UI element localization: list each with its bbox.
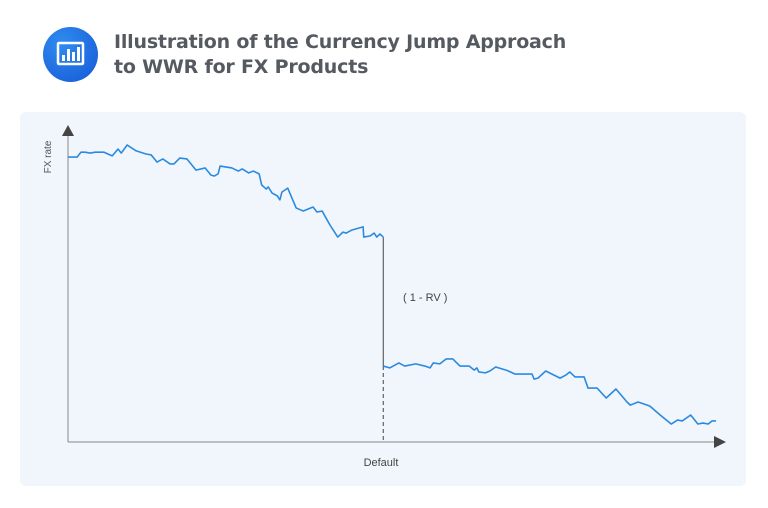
- title-line-2: to WWR for FX Products: [114, 56, 369, 78]
- page-title: Illustration of the Currency Jump Approa…: [114, 30, 566, 80]
- title-line-1: Illustration of the Currency Jump Approa…: [114, 31, 567, 53]
- fx-rate-line-post-default: [383, 358, 717, 425]
- jump-annotation: ( 1 - RV ): [403, 292, 447, 304]
- x-axis-arrow: [714, 436, 726, 448]
- bar-chart-icon: [43, 27, 98, 82]
- y-axis-label: FX rate: [43, 140, 54, 173]
- bar-chart-glyph: [56, 41, 85, 66]
- fx-rate-line-pre-default: [68, 144, 384, 238]
- x-axis-label: Default: [364, 457, 399, 469]
- y-axis-arrow: [62, 125, 74, 136]
